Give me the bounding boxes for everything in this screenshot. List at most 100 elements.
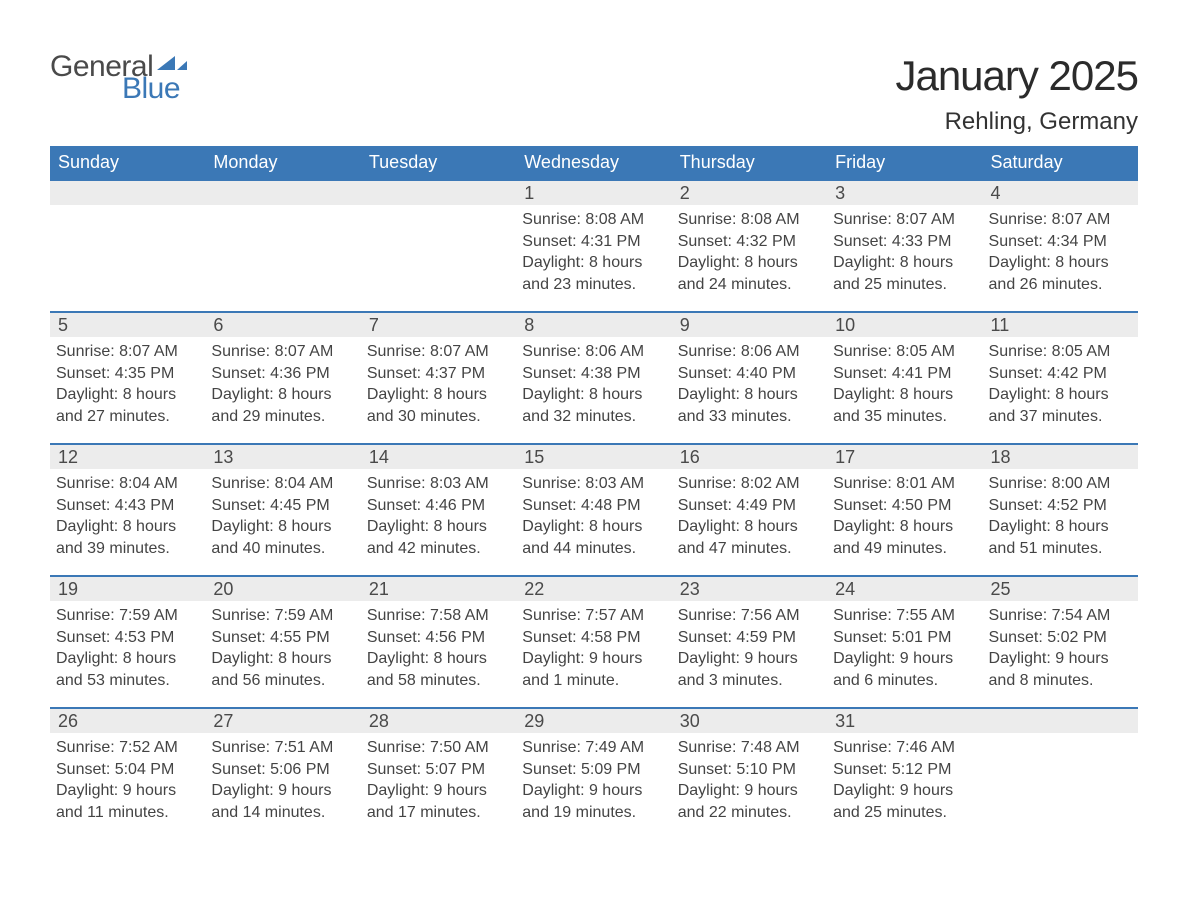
sunset-line: Sunset: 4:42 PM — [989, 363, 1132, 385]
sunrise-line: Sunrise: 7:54 AM — [989, 605, 1132, 627]
day-details: Sunrise: 7:56 AMSunset: 4:59 PMDaylight:… — [672, 601, 827, 695]
calendar-cell: 19Sunrise: 7:59 AMSunset: 4:53 PMDayligh… — [50, 576, 205, 708]
daylight-line-2: and 56 minutes. — [211, 670, 354, 692]
calendar-cell: 31Sunrise: 7:46 AMSunset: 5:12 PMDayligh… — [827, 708, 982, 839]
daylight-line-1: Daylight: 9 hours — [833, 648, 976, 670]
calendar-cell: 18Sunrise: 8:00 AMSunset: 4:52 PMDayligh… — [983, 444, 1138, 576]
title-block: January 2025 Rehling, Germany — [895, 52, 1138, 136]
empty-day-bar — [50, 181, 205, 205]
calendar-cell: 21Sunrise: 7:58 AMSunset: 4:56 PMDayligh… — [361, 576, 516, 708]
day-number: 20 — [205, 577, 360, 601]
weekday-header: Thursday — [672, 146, 827, 180]
sunset-line: Sunset: 4:34 PM — [989, 231, 1132, 253]
calendar-cell: 22Sunrise: 7:57 AMSunset: 4:58 PMDayligh… — [516, 576, 671, 708]
sunrise-line: Sunrise: 7:58 AM — [367, 605, 510, 627]
day-number: 31 — [827, 709, 982, 733]
daylight-line-2: and 51 minutes. — [989, 538, 1132, 560]
sunset-line: Sunset: 4:53 PM — [56, 627, 199, 649]
day-details: Sunrise: 7:59 AMSunset: 4:53 PMDaylight:… — [50, 601, 205, 695]
day-number: 11 — [983, 313, 1138, 337]
daylight-line-2: and 42 minutes. — [367, 538, 510, 560]
daylight-line-2: and 11 minutes. — [56, 802, 199, 824]
weekday-header: Friday — [827, 146, 982, 180]
day-details: Sunrise: 7:52 AMSunset: 5:04 PMDaylight:… — [50, 733, 205, 827]
daylight-line-2: and 47 minutes. — [678, 538, 821, 560]
daylight-line-2: and 40 minutes. — [211, 538, 354, 560]
weekday-header: Sunday — [50, 146, 205, 180]
daylight-line-1: Daylight: 8 hours — [367, 384, 510, 406]
daylight-line-1: Daylight: 8 hours — [367, 516, 510, 538]
empty-day-bar — [361, 181, 516, 205]
weekday-header: Saturday — [983, 146, 1138, 180]
daylight-line-2: and 8 minutes. — [989, 670, 1132, 692]
sunrise-line: Sunrise: 7:59 AM — [211, 605, 354, 627]
sunrise-line: Sunrise: 8:07 AM — [56, 341, 199, 363]
calendar-body: 1Sunrise: 8:08 AMSunset: 4:31 PMDaylight… — [50, 180, 1138, 839]
calendar-week-row: 12Sunrise: 8:04 AMSunset: 4:43 PMDayligh… — [50, 444, 1138, 576]
sunrise-line: Sunrise: 8:07 AM — [989, 209, 1132, 231]
sunset-line: Sunset: 4:38 PM — [522, 363, 665, 385]
day-details: Sunrise: 8:07 AMSunset: 4:34 PMDaylight:… — [983, 205, 1138, 299]
day-details: Sunrise: 8:06 AMSunset: 4:38 PMDaylight:… — [516, 337, 671, 431]
sunrise-line: Sunrise: 7:46 AM — [833, 737, 976, 759]
calendar-cell: 16Sunrise: 8:02 AMSunset: 4:49 PMDayligh… — [672, 444, 827, 576]
day-details: Sunrise: 8:03 AMSunset: 4:48 PMDaylight:… — [516, 469, 671, 563]
sunset-line: Sunset: 4:48 PM — [522, 495, 665, 517]
day-number: 26 — [50, 709, 205, 733]
day-details: Sunrise: 8:07 AMSunset: 4:36 PMDaylight:… — [205, 337, 360, 431]
sunrise-line: Sunrise: 8:07 AM — [367, 341, 510, 363]
sunset-line: Sunset: 5:10 PM — [678, 759, 821, 781]
daylight-line-1: Daylight: 8 hours — [833, 252, 976, 274]
day-number: 13 — [205, 445, 360, 469]
day-number: 12 — [50, 445, 205, 469]
sunrise-line: Sunrise: 7:59 AM — [56, 605, 199, 627]
calendar-week-row: 1Sunrise: 8:08 AMSunset: 4:31 PMDaylight… — [50, 180, 1138, 312]
sunrise-line: Sunrise: 8:05 AM — [833, 341, 976, 363]
daylight-line-1: Daylight: 8 hours — [989, 252, 1132, 274]
weekday-header: Tuesday — [361, 146, 516, 180]
calendar-cell: 6Sunrise: 8:07 AMSunset: 4:36 PMDaylight… — [205, 312, 360, 444]
day-details: Sunrise: 8:07 AMSunset: 4:35 PMDaylight:… — [50, 337, 205, 431]
daylight-line-1: Daylight: 9 hours — [367, 780, 510, 802]
daylight-line-2: and 58 minutes. — [367, 670, 510, 692]
daylight-line-1: Daylight: 9 hours — [989, 648, 1132, 670]
sunrise-line: Sunrise: 8:04 AM — [211, 473, 354, 495]
daylight-line-2: and 26 minutes. — [989, 274, 1132, 296]
empty-day-bar — [205, 181, 360, 205]
daylight-line-2: and 19 minutes. — [522, 802, 665, 824]
sunrise-line: Sunrise: 7:48 AM — [678, 737, 821, 759]
day-number: 23 — [672, 577, 827, 601]
daylight-line-1: Daylight: 8 hours — [211, 648, 354, 670]
day-details: Sunrise: 7:59 AMSunset: 4:55 PMDaylight:… — [205, 601, 360, 695]
day-details: Sunrise: 8:05 AMSunset: 4:42 PMDaylight:… — [983, 337, 1138, 431]
daylight-line-2: and 44 minutes. — [522, 538, 665, 560]
daylight-line-2: and 49 minutes. — [833, 538, 976, 560]
sunrise-line: Sunrise: 7:57 AM — [522, 605, 665, 627]
daylight-line-2: and 17 minutes. — [367, 802, 510, 824]
calendar-cell: 4Sunrise: 8:07 AMSunset: 4:34 PMDaylight… — [983, 180, 1138, 312]
day-number: 4 — [983, 181, 1138, 205]
calendar-cell: 25Sunrise: 7:54 AMSunset: 5:02 PMDayligh… — [983, 576, 1138, 708]
daylight-line-2: and 25 minutes. — [833, 274, 976, 296]
day-number: 27 — [205, 709, 360, 733]
sunrise-line: Sunrise: 8:08 AM — [678, 209, 821, 231]
daylight-line-1: Daylight: 8 hours — [678, 384, 821, 406]
daylight-line-1: Daylight: 8 hours — [989, 384, 1132, 406]
calendar-cell: 15Sunrise: 8:03 AMSunset: 4:48 PMDayligh… — [516, 444, 671, 576]
daylight-line-2: and 30 minutes. — [367, 406, 510, 428]
calendar-cell: 8Sunrise: 8:06 AMSunset: 4:38 PMDaylight… — [516, 312, 671, 444]
calendar-cell: 1Sunrise: 8:08 AMSunset: 4:31 PMDaylight… — [516, 180, 671, 312]
sunset-line: Sunset: 4:45 PM — [211, 495, 354, 517]
calendar-cell: 29Sunrise: 7:49 AMSunset: 5:09 PMDayligh… — [516, 708, 671, 839]
day-details: Sunrise: 7:58 AMSunset: 4:56 PMDaylight:… — [361, 601, 516, 695]
daylight-line-1: Daylight: 8 hours — [56, 516, 199, 538]
sunset-line: Sunset: 4:49 PM — [678, 495, 821, 517]
calendar-cell: 27Sunrise: 7:51 AMSunset: 5:06 PMDayligh… — [205, 708, 360, 839]
sunrise-line: Sunrise: 8:07 AM — [211, 341, 354, 363]
calendar-cell — [205, 180, 360, 312]
day-details: Sunrise: 8:08 AMSunset: 4:31 PMDaylight:… — [516, 205, 671, 299]
calendar-cell: 10Sunrise: 8:05 AMSunset: 4:41 PMDayligh… — [827, 312, 982, 444]
calendar-cell — [983, 708, 1138, 839]
header: General Blue January 2025 Rehling, Germa… — [50, 52, 1138, 136]
daylight-line-2: and 29 minutes. — [211, 406, 354, 428]
